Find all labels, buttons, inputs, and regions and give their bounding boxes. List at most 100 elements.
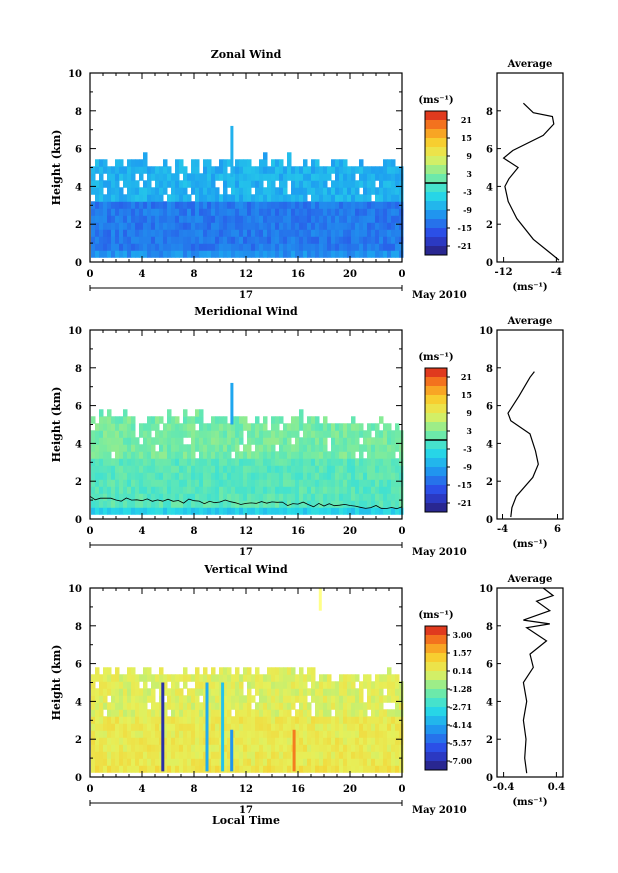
colorbar-tick-label: 21 [461, 115, 472, 125]
x-tick-label: 0 [399, 526, 406, 537]
average-y-tick-label: 0 [486, 515, 493, 526]
average-y-tick-label: 8 [486, 107, 493, 118]
average-y-tick-label: 10 [479, 584, 493, 595]
average-title: Average [507, 59, 553, 70]
colorbar-segment [425, 395, 447, 405]
x-tick-label: 0 [87, 784, 94, 795]
colorbar-tick-label: 3 [466, 169, 472, 179]
average-y-tick-label: 4 [486, 439, 493, 450]
colorbar-segment [425, 485, 447, 495]
colorbar: 21 15 9 3 -3 -9 -15 -21 (ms⁻¹) [418, 95, 472, 256]
colorbar-segment [425, 237, 447, 247]
y-tick-label: 6 [75, 660, 82, 671]
x-tick-label: 20 [343, 784, 357, 795]
colorbar-segment [425, 129, 447, 139]
colorbar-segment [425, 635, 447, 645]
colorbar-tick-label: 15 [461, 133, 472, 143]
updraft-streak [292, 729, 296, 772]
colorbar-segment [425, 716, 447, 726]
colorbar-segment [425, 111, 447, 121]
colorbar: 3.00 1.57 0.14 -1.28 -2.71 -4.14 -5.57 -7.00 (ms… [418, 610, 472, 771]
colorbar-tick-label: 21 [461, 372, 472, 382]
y-tick-label: 10 [68, 584, 82, 595]
x-axis-label: Local Time [212, 814, 280, 827]
colorbar-segment [425, 368, 447, 378]
colorbar-segment [425, 644, 447, 654]
average-y-tick-label: 2 [486, 477, 493, 488]
colorbar: 21 15 9 3 -3 -9 -15 -21 (ms⁻¹) [418, 352, 472, 513]
colorbar-segment [425, 467, 447, 477]
average-x-tick-label: -12 [495, 267, 513, 278]
average-profile-line [522, 587, 555, 774]
y-tick-label: 10 [68, 326, 82, 337]
heatmap-field [91, 588, 404, 773]
chart-title: Meridional Wind [194, 305, 298, 318]
colorbar-tick-label: -4.14 [449, 720, 472, 730]
colorbar-tick-label: -3 [463, 187, 472, 197]
colorbar-tick-label: -21 [458, 241, 472, 251]
colorbar-segment [425, 503, 447, 513]
colorbar-tick-label: -21 [458, 498, 472, 508]
y-tick-label: 4 [75, 182, 82, 193]
date-label: 17 [239, 547, 253, 558]
y-axis-label: Height (km) [50, 130, 63, 206]
y-axis-label: Height (km) [50, 387, 63, 463]
colorbar-segment [425, 165, 447, 175]
colorbar-segment [425, 671, 447, 681]
colorbar-segment [425, 192, 447, 202]
average-x-tick-label: 0.4 [548, 782, 565, 793]
colorbar-tick-label: -15 [458, 223, 472, 233]
colorbar-segment [425, 725, 447, 735]
y-tick-label: 8 [75, 107, 82, 118]
updraft-streak [230, 729, 234, 772]
colorbar-segment [425, 201, 447, 211]
colorbar-segment [425, 431, 447, 441]
colorbar-tick-label: 1.57 [453, 648, 472, 658]
colorbar-unit: (ms⁻¹) [418, 352, 453, 363]
average-y-tick-label: 0 [486, 773, 493, 784]
average-y-tick-label: 4 [486, 182, 493, 193]
colorbar-segment [425, 422, 447, 432]
y-tick-label: 2 [75, 220, 82, 231]
y-tick-label: 4 [75, 439, 82, 450]
x-tick-label: 4 [139, 269, 146, 280]
heatmap-field [89, 382, 404, 515]
colorbar-tick-label: -1.28 [449, 684, 472, 694]
average-y-tick-label: 8 [486, 364, 493, 375]
y-tick-label: 2 [75, 477, 82, 488]
month-label: May 2010 [412, 805, 467, 816]
colorbar-segment [425, 386, 447, 396]
colorbar-segment [425, 494, 447, 504]
colorbar-segment [425, 698, 447, 708]
colorbar-tick-label: 9 [466, 408, 472, 418]
colorbar-segment [425, 707, 447, 717]
x-tick-label: 12 [239, 526, 253, 537]
colorbar-segment [425, 440, 447, 450]
average-x-tick-label: 6 [554, 524, 561, 535]
colorbar-segment [425, 246, 447, 256]
average-y-tick-label: 4 [486, 697, 493, 708]
y-tick-label: 6 [75, 145, 82, 156]
month-label: May 2010 [412, 547, 467, 558]
x-tick-label: 8 [191, 784, 198, 795]
x-tick-label: 16 [291, 269, 305, 280]
x-tick-label: 8 [191, 269, 198, 280]
colorbar-segment [425, 147, 447, 157]
average-profile-panel: Average 0 2 4 6 8 10 -4 6 (ms⁻¹) [479, 316, 564, 550]
y-tick-label: 0 [75, 258, 82, 269]
average-y-tick-label: 8 [486, 622, 493, 633]
date-bar-ends [89, 542, 403, 548]
colorbar-segment [425, 734, 447, 744]
updraft-streak [205, 682, 209, 772]
y-tick-label: 8 [75, 364, 82, 375]
date-bar-ends [89, 285, 403, 291]
colorbar-segment [425, 476, 447, 486]
y-tick-label: 8 [75, 622, 82, 633]
colorbar-unit: (ms⁻¹) [418, 610, 453, 621]
x-tick-label: 12 [239, 784, 253, 795]
x-tick-label: 16 [291, 526, 305, 537]
colorbar-tick-label: 3 [466, 426, 472, 436]
updraft-streak [221, 682, 225, 772]
colorbar-unit: (ms⁻¹) [418, 95, 453, 106]
